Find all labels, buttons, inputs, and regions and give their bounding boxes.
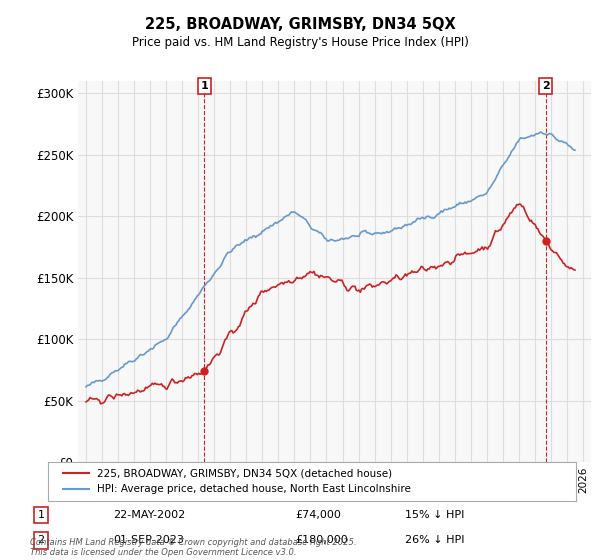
Legend: 225, BROADWAY, GRIMSBY, DN34 5QX (detached house), HPI: Average price, detached : 225, BROADWAY, GRIMSBY, DN34 5QX (detach… [58, 465, 415, 498]
Text: Contains HM Land Registry data © Crown copyright and database right 2025.
This d: Contains HM Land Registry data © Crown c… [30, 538, 356, 557]
Point [541, 236, 550, 245]
Text: 2: 2 [37, 535, 44, 545]
Text: 2: 2 [542, 81, 550, 91]
Text: 225, BROADWAY, GRIMSBY, DN34 5QX: 225, BROADWAY, GRIMSBY, DN34 5QX [145, 17, 455, 32]
Text: 1: 1 [38, 510, 44, 520]
Text: Price paid vs. HM Land Registry's House Price Index (HPI): Price paid vs. HM Land Registry's House … [131, 36, 469, 49]
Text: 26% ↓ HPI: 26% ↓ HPI [406, 535, 465, 545]
Text: £180,000: £180,000 [295, 535, 348, 545]
Text: £74,000: £74,000 [295, 510, 341, 520]
Text: 22-MAY-2002: 22-MAY-2002 [113, 510, 185, 520]
Text: 1: 1 [200, 81, 208, 91]
Point [200, 367, 209, 376]
Text: 15% ↓ HPI: 15% ↓ HPI [406, 510, 465, 520]
Text: 01-SEP-2023: 01-SEP-2023 [113, 535, 184, 545]
